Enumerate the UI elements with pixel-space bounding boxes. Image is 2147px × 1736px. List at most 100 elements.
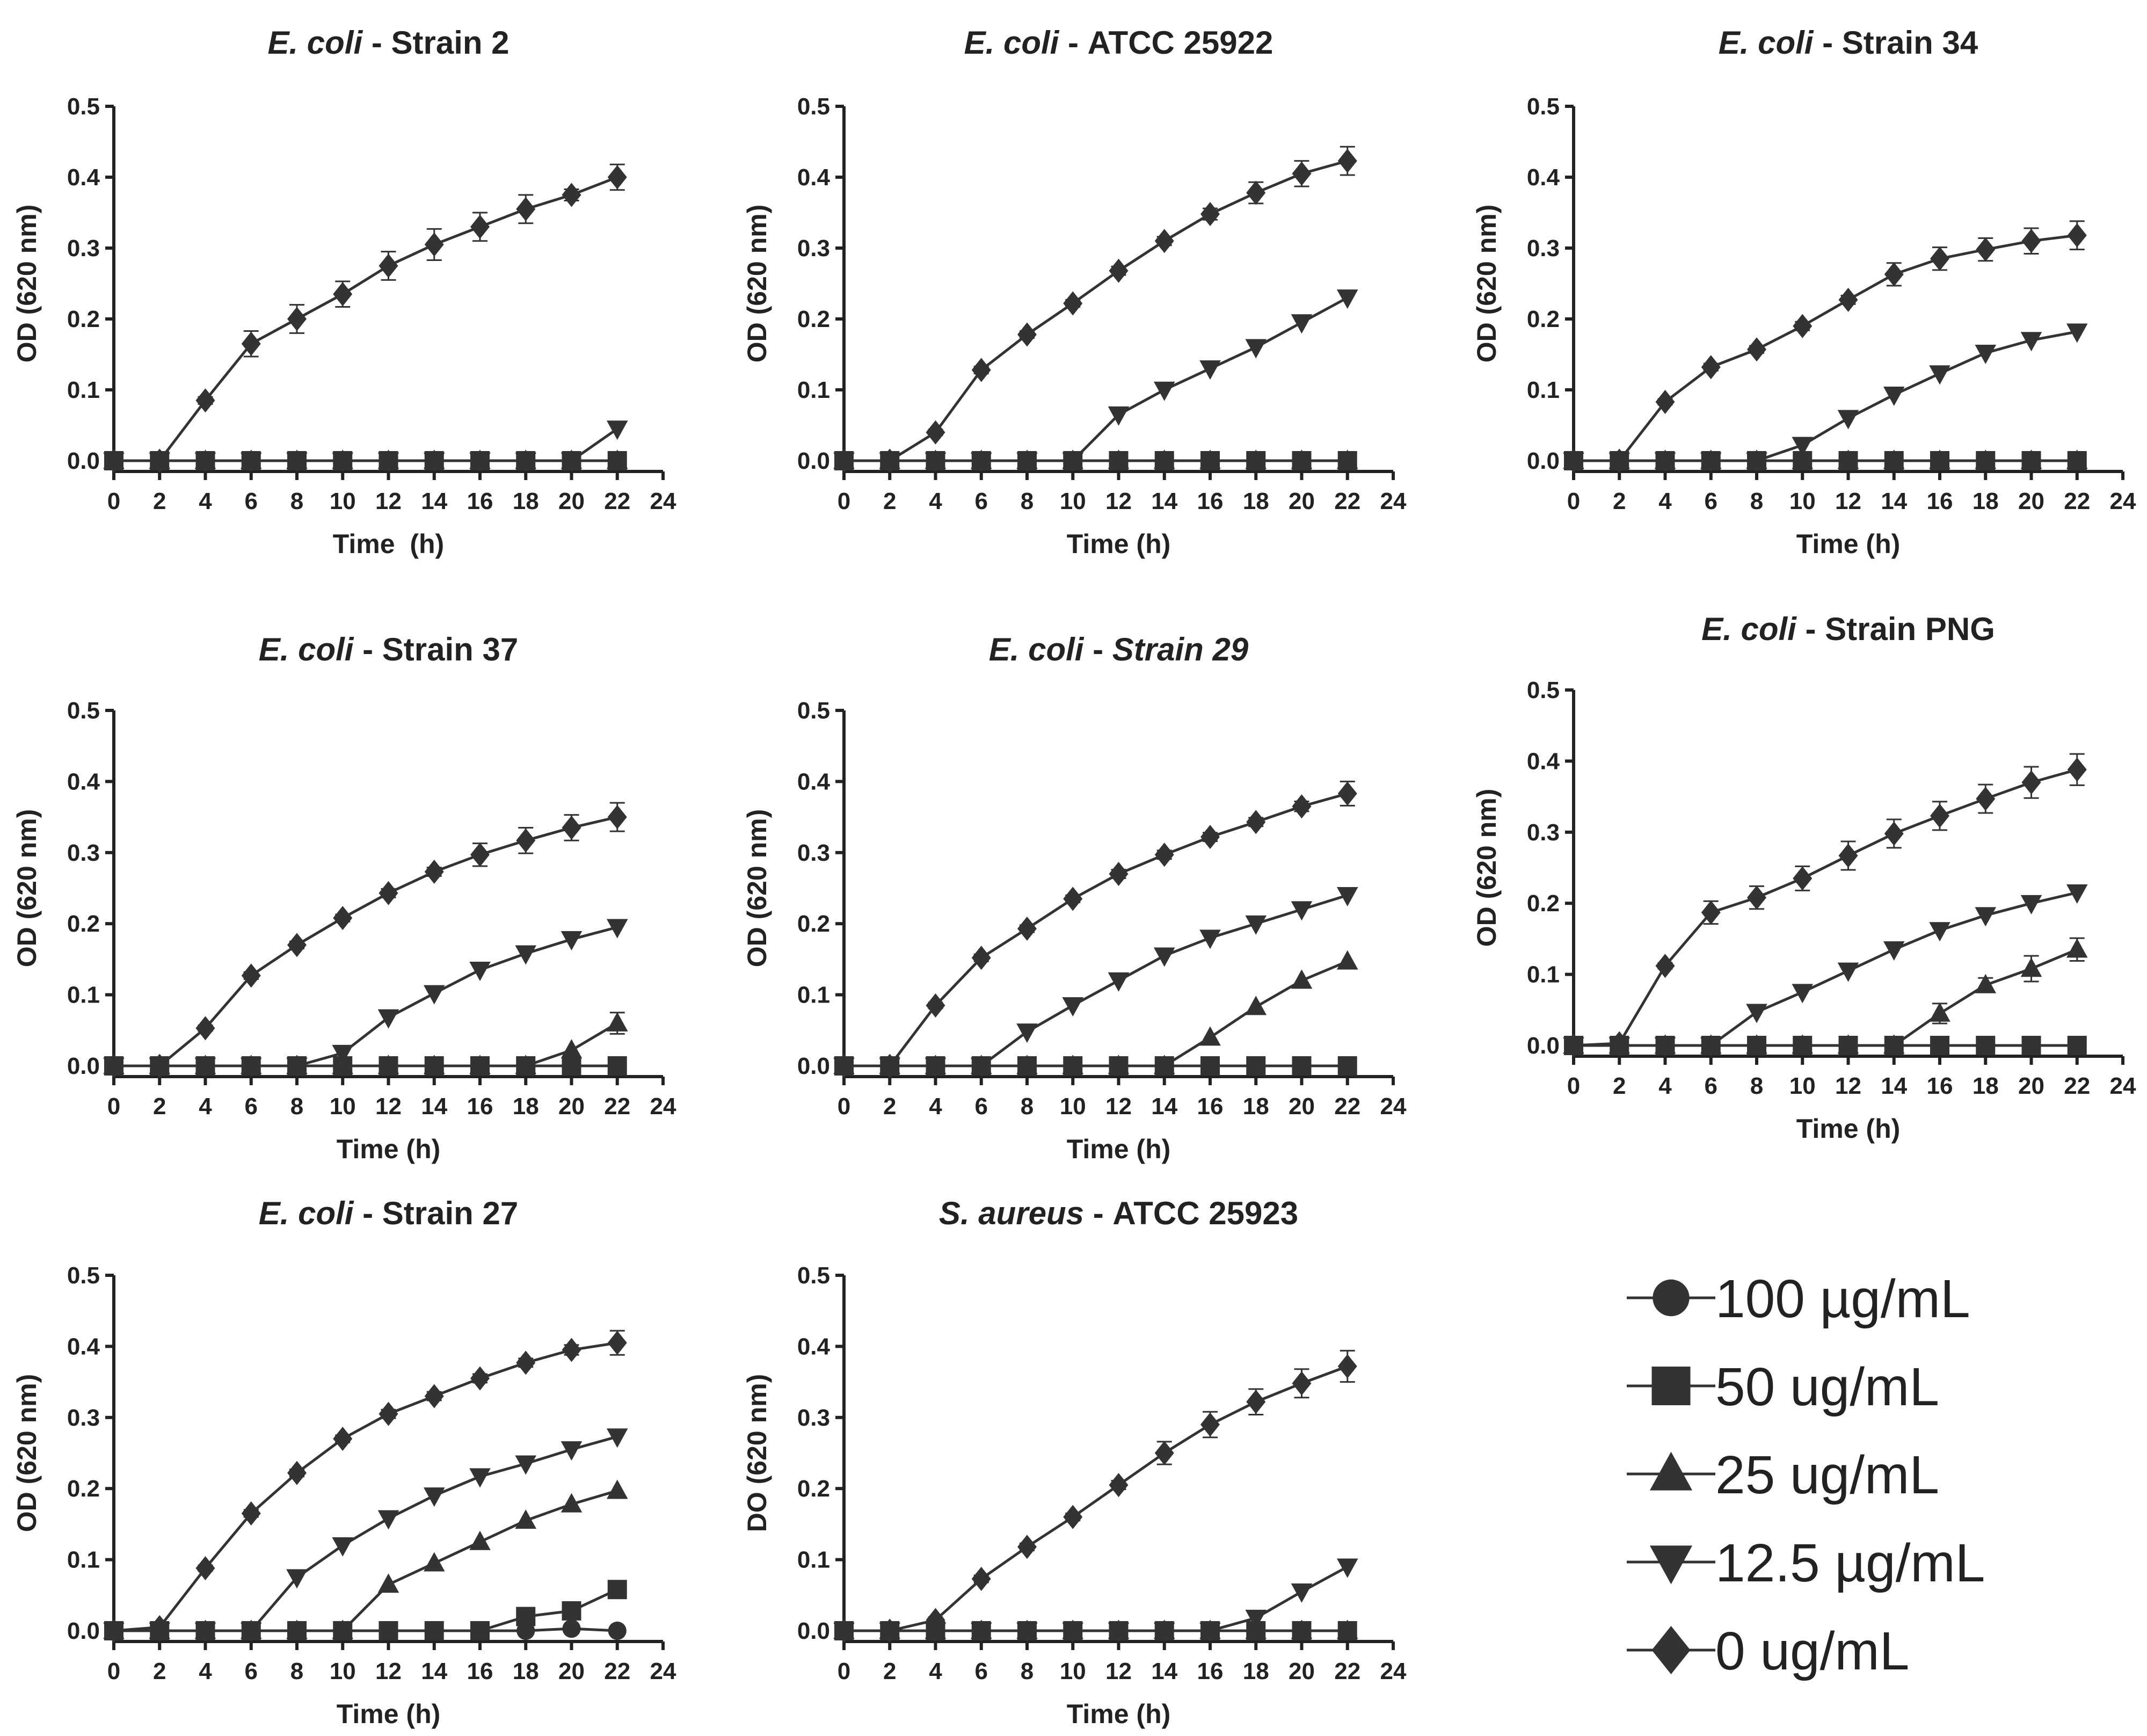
data-point-diamond [971, 358, 991, 382]
x-tick-label: 22 [604, 1658, 630, 1684]
data-point-triangle-up [1336, 950, 1358, 970]
data-point-triangle-down [1929, 365, 1951, 385]
x-tick-label: 6 [1705, 488, 1717, 514]
x-tick-label: 24 [1380, 1658, 1407, 1684]
data-point-diamond [926, 420, 945, 445]
data-point-square [379, 1621, 398, 1640]
data-point-diamond [1337, 1354, 1357, 1378]
x-tick-label: 24 [650, 488, 676, 514]
y-tick-label: 0.2 [1527, 890, 1560, 917]
x-axis-label: Time (h) [1796, 1114, 1901, 1144]
x-tick-label: 18 [1973, 1073, 1999, 1099]
data-point-triangle-down [1153, 947, 1175, 967]
x-tick-label: 24 [650, 1658, 676, 1684]
data-point-diamond [470, 842, 490, 867]
y-tick-label: 0.3 [67, 1405, 100, 1431]
y-tick-label: 0.4 [797, 768, 831, 795]
x-tick-label: 6 [245, 1093, 258, 1120]
x-tick-label: 2 [153, 1658, 166, 1684]
x-tick-label: 20 [2018, 488, 2044, 514]
data-point-diamond [333, 906, 353, 931]
legend: 100 µg/mL 50 ug/mL 25 ug/mL 12.5 µg/mL 0 ug/… [1627, 1269, 1985, 1681]
x-tick-label: 2 [883, 1658, 896, 1684]
data-point-triangle-down [377, 1009, 399, 1029]
chart-title-strain: - ATCC 25923 [1084, 1195, 1298, 1231]
x-tick-label: 8 [290, 488, 303, 514]
x-tick-label: 10 [330, 1658, 356, 1684]
legend-label: 100 µg/mL [1715, 1269, 1970, 1329]
x-tick-label: 18 [513, 488, 539, 514]
y-tick-label: 0.0 [797, 1053, 830, 1079]
series-triangle-down [1563, 323, 2088, 472]
data-point-diamond [880, 1054, 900, 1078]
x-tick-label: 24 [650, 1093, 676, 1120]
y-tick-label: 0.0 [67, 1618, 100, 1644]
data-point-diamond [333, 282, 353, 307]
y-tick-label: 0.3 [1527, 235, 1560, 262]
series-line [1573, 768, 2078, 1047]
x-tick-label: 20 [558, 1093, 585, 1120]
data-point-triangle-up [1199, 1026, 1221, 1046]
data-point-diamond [1610, 1031, 1629, 1056]
data-point-triangle-up [332, 1619, 354, 1639]
x-tick-label: 10 [1060, 488, 1086, 514]
data-point-triangle-up [1291, 1619, 1313, 1639]
x-tick-label: 10 [330, 488, 356, 514]
y-tick-label: 0.0 [1527, 448, 1560, 474]
data-point-diamond [150, 1054, 170, 1078]
x-tick-label: 18 [1243, 1658, 1269, 1684]
data-point-triangle-down [194, 1057, 216, 1077]
data-point-triangle-up [1792, 449, 1814, 469]
x-tick-label: 6 [975, 1658, 988, 1684]
y-tick-label: 0.5 [1527, 677, 1560, 703]
data-point-diamond [379, 1401, 398, 1426]
y-tick-label: 0.5 [67, 698, 100, 724]
chart-panel-5: E. coli - Strain 290.00.10.20.30.40.50 2 4… [742, 631, 1407, 1164]
x-tick-label: 24 [2110, 488, 2136, 514]
data-point-triangle-down [970, 1057, 992, 1077]
series-line [114, 926, 618, 1067]
x-tick-label: 16 [467, 1658, 493, 1684]
x-tick-label: 0 [838, 1658, 850, 1684]
x-tick-label: 18 [1243, 488, 1269, 514]
x-tick-label: 12 [1105, 488, 1132, 514]
data-point-square [470, 1621, 490, 1640]
data-point-diamond [607, 165, 627, 190]
data-point-triangle-down [925, 1622, 947, 1642]
series-line [1574, 330, 2078, 462]
series-line [844, 894, 1348, 1067]
data-point-diamond [516, 1350, 536, 1375]
data-point-triangle-up [561, 1493, 583, 1513]
chart-title-organism: E. coli [259, 631, 354, 667]
series-line [114, 1435, 618, 1632]
data-point-triangle-down [469, 452, 491, 472]
x-tick-label: 10 [1060, 1658, 1086, 1684]
data-point-square [1292, 1056, 1312, 1076]
data-point-triangle-down [1062, 997, 1084, 1017]
y-tick-label: 0.0 [797, 448, 830, 474]
x-tick-label: 2 [153, 488, 166, 514]
chart-title-strain: - [1083, 631, 1112, 667]
data-point-square [562, 1056, 581, 1076]
data-point-diamond [926, 993, 945, 1018]
data-point-triangle-up [1837, 1034, 1859, 1054]
data-point-triangle-up [1245, 449, 1267, 469]
data-point-diamond [971, 1566, 991, 1591]
data-point-triangle-down [1883, 941, 1905, 961]
data-point-circle [562, 1619, 581, 1638]
data-point-triangle-up [1153, 1055, 1175, 1074]
chart-title-strain: - Strain 34 [1813, 25, 1978, 61]
series-line [114, 1588, 618, 1632]
series-diamond [834, 1349, 1357, 1643]
x-axis-label: Time (h) [333, 529, 444, 559]
data-point-triangle-down [2020, 332, 2042, 352]
chart-title-organism: E. coli [259, 1195, 354, 1231]
chart-panel-3: E. coli - Strain 340.00.10.20.30.40.50 2 4… [1472, 25, 2136, 559]
data-point-triangle-down [1746, 1004, 1767, 1023]
chart-title-organism: E. coli [1701, 611, 1797, 647]
data-point-triangle-down [1245, 1609, 1267, 1629]
chart-title: S. aureus - ATCC 25923 [939, 1195, 1298, 1231]
x-tick-label: 6 [245, 488, 258, 514]
y-axis-label: DO (620 nm) [742, 1374, 772, 1532]
data-point-triangle-up [2020, 449, 2042, 469]
